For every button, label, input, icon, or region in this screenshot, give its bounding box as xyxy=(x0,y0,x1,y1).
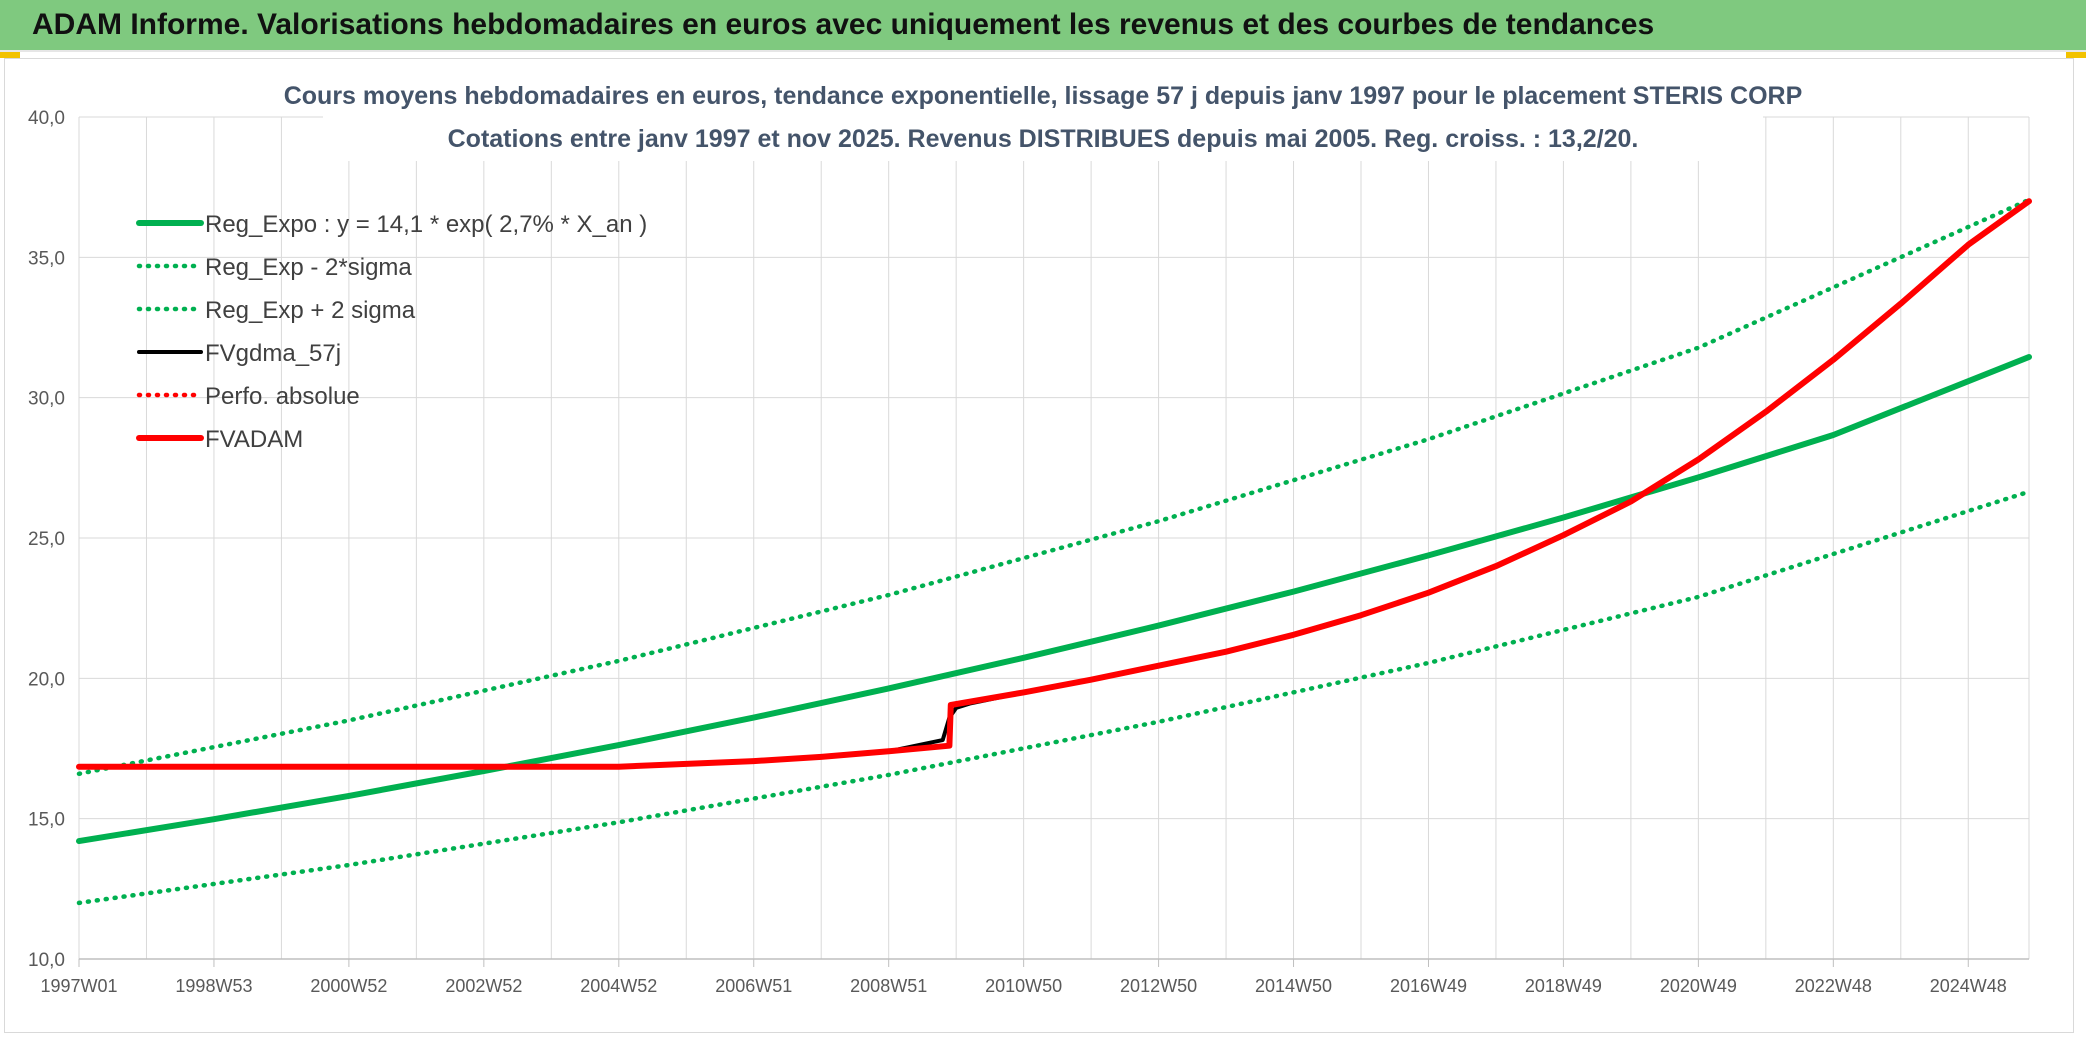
legend-label-4: Perfo. absolue xyxy=(205,383,360,410)
corner-accent-right xyxy=(2066,52,2086,58)
x-tick-label: 2022W48 xyxy=(1795,976,1872,996)
y-tick-label: 30,0 xyxy=(28,389,65,410)
legend-label-3: FVgdma_57j xyxy=(205,340,341,367)
series-line-3 xyxy=(77,199,2031,769)
chart-title-line1: Cours moyens hebdomadaires en euros, ten… xyxy=(284,82,1803,110)
legend: Reg_Expo : y = 14,1 * exp( 2,7% * X_an )… xyxy=(136,211,647,453)
series-layer xyxy=(76,197,2032,906)
y-tick-label: 10,0 xyxy=(28,950,65,971)
axes: 10,0 15,0 20,0 25,0 30,0 35,0 40,0 1997W01 1998W… xyxy=(28,108,2029,996)
y-tick-label: 15,0 xyxy=(28,810,65,831)
x-tick-label: 2010W50 xyxy=(985,976,1062,996)
x-tick-label: 1998W53 xyxy=(175,976,252,996)
x-tick-label: 2004W52 xyxy=(580,976,657,996)
x-tick-label: 2014W50 xyxy=(1255,976,1332,996)
y-tick-label: 40,0 xyxy=(28,108,65,129)
chart-title-background xyxy=(323,61,1763,161)
x-tick-label: 2020W49 xyxy=(1660,976,1737,996)
chart-frame: 10,0 15,0 20,0 25,0 30,0 35,0 40,0 1997W01 1998W… xyxy=(4,58,2074,1033)
y-tick-label: 25,0 xyxy=(28,529,65,550)
chart-title-line2: Cotations entre janv 1997 et nov 2025. R… xyxy=(448,125,1639,153)
report-banner-title: ADAM Informe. Valorisations hebdomadaire… xyxy=(0,0,2086,52)
series-line-1 xyxy=(76,489,2032,906)
corner-accent-left xyxy=(0,52,20,58)
chart-title: Cours moyens hebdomadaires en euros, ten… xyxy=(284,61,1803,161)
legend-label-0: Reg_Expo : y = 14,1 * exp( 2,7% * X_an ) xyxy=(205,211,647,238)
x-tick-label: 2024W48 xyxy=(1930,976,2007,996)
x-tick-label: 2008W51 xyxy=(850,976,927,996)
x-tick-label: 2006W51 xyxy=(715,976,792,996)
legend-label-2: Reg_Exp + 2 sigma xyxy=(205,297,416,324)
x-tick-label: 2018W49 xyxy=(1525,976,1602,996)
x-tick-label: 2016W49 xyxy=(1390,976,1467,996)
legend-label-1: Reg_Exp - 2*sigma xyxy=(205,254,412,281)
legend-label-5: FVADAM xyxy=(205,426,303,453)
x-tick-label: 2002W52 xyxy=(445,976,522,996)
x-tick-label: 2000W52 xyxy=(310,976,387,996)
line-chart: 10,0 15,0 20,0 25,0 30,0 35,0 40,0 1997W01 1998W… xyxy=(28,61,2032,996)
series-line-4 xyxy=(76,198,2032,769)
y-tick-label: 20,0 xyxy=(28,669,65,690)
gridlines xyxy=(78,116,2030,960)
series-line-5 xyxy=(76,198,2032,770)
y-tick-label: 35,0 xyxy=(28,248,65,269)
x-tick-label: 1997W01 xyxy=(40,976,117,996)
x-tick-label: 2012W50 xyxy=(1120,976,1197,996)
series-line-2 xyxy=(76,197,2032,777)
